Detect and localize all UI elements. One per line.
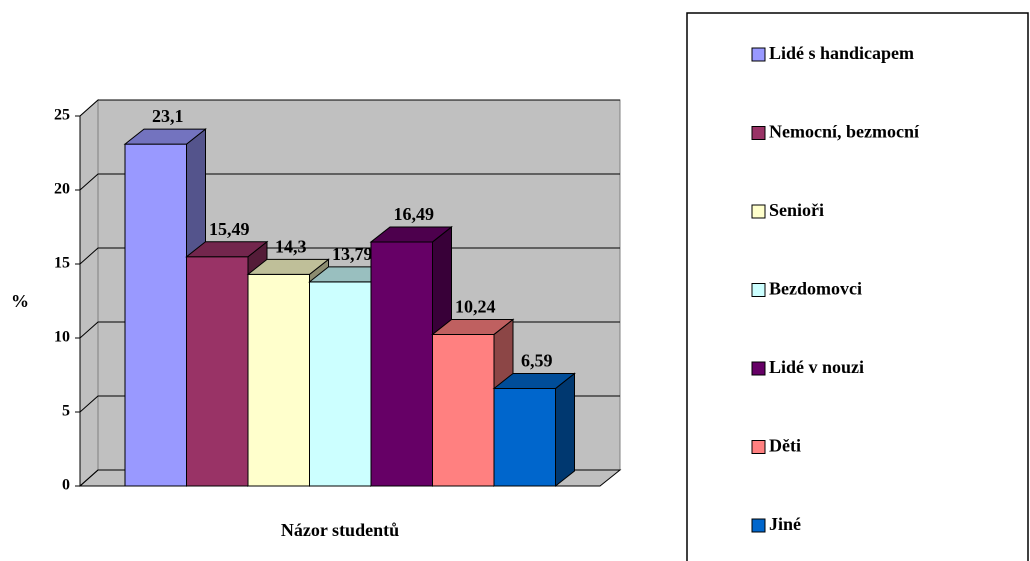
y-tick-label: 10 <box>54 329 70 346</box>
value-label: 6,59 <box>521 351 553 371</box>
bar <box>309 281 372 487</box>
grid-line <box>79 173 620 191</box>
legend-swatch <box>751 283 766 297</box>
bar <box>124 143 187 487</box>
bar <box>247 273 310 487</box>
value-label: 15,49 <box>209 219 250 239</box>
x-axis-label: Názor studentů <box>281 520 399 540</box>
legend-label: Jiné <box>769 514 801 534</box>
legend-swatch <box>751 126 766 140</box>
value-label: 13,79 <box>332 244 373 264</box>
bar-top <box>431 318 515 335</box>
bar-top <box>185 241 269 258</box>
legend-swatch <box>751 440 766 454</box>
y-tick-label: 25 <box>54 107 70 124</box>
value-label: 23,1 <box>152 106 184 126</box>
legend-swatch <box>751 361 766 376</box>
bar <box>432 333 495 487</box>
y-tick-label: 0 <box>62 477 70 494</box>
legend-label: Lidé v nouzi <box>769 357 864 377</box>
legend-label: Bezdomovci <box>769 279 862 299</box>
legend-swatch <box>751 518 766 533</box>
legend-box <box>686 12 1029 561</box>
bar <box>493 387 556 487</box>
legend-swatch <box>751 47 766 62</box>
bar-top <box>492 372 576 389</box>
legend-label: Děti <box>769 436 801 456</box>
legend-label: Senioři <box>769 200 824 220</box>
bar-side <box>555 372 575 488</box>
bar-top <box>246 258 330 275</box>
bar <box>186 256 249 487</box>
legend-label: Nemocní, bezmocní <box>769 122 920 142</box>
y-tick-label: 5 <box>62 403 70 420</box>
y-tick-label: 15 <box>54 255 70 272</box>
bar <box>370 241 433 487</box>
y-tick-label: 20 <box>54 181 70 198</box>
bar-top <box>123 128 207 145</box>
value-label: 16,49 <box>394 204 435 224</box>
bar-top <box>369 226 453 243</box>
legend-swatch <box>751 204 766 219</box>
grid-line <box>79 99 620 117</box>
legend-label: Lidé s handicapem <box>769 43 914 63</box>
value-label: 10,24 <box>455 297 496 317</box>
value-label: 14,3 <box>275 236 307 256</box>
side-wall <box>79 98 99 488</box>
y-axis-label: % <box>11 291 29 311</box>
